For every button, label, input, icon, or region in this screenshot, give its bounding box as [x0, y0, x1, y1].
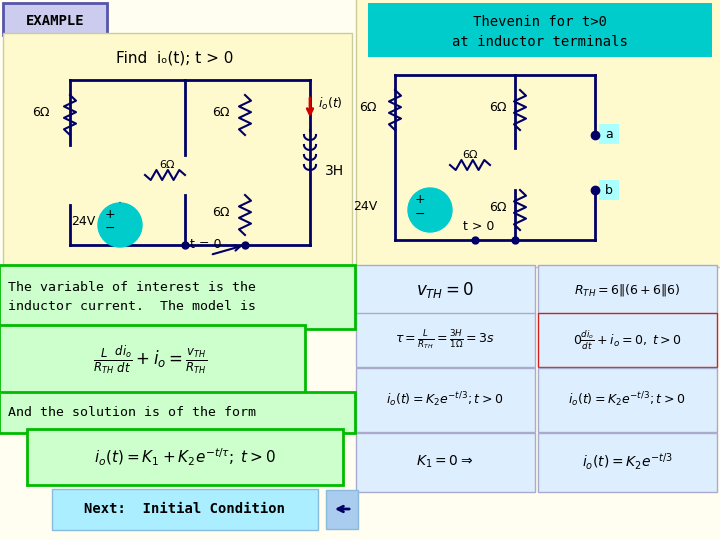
- Text: 24V: 24V: [71, 215, 95, 228]
- Text: −: −: [105, 222, 115, 235]
- Text: $i_o(t)=K_2 e^{-t/3}$: $i_o(t)=K_2 e^{-t/3}$: [582, 451, 672, 472]
- Text: $i_o(t)=K_2 e^{-t/3};t>0$: $i_o(t)=K_2 e^{-t/3};t>0$: [387, 390, 503, 409]
- Text: +: +: [105, 208, 116, 221]
- FancyBboxPatch shape: [538, 313, 717, 367]
- FancyBboxPatch shape: [356, 368, 535, 432]
- Text: 6Ω: 6Ω: [32, 106, 50, 119]
- FancyBboxPatch shape: [538, 368, 717, 432]
- FancyBboxPatch shape: [27, 429, 343, 485]
- FancyBboxPatch shape: [0, 325, 305, 396]
- FancyBboxPatch shape: [368, 3, 712, 57]
- Text: 6Ω: 6Ω: [490, 201, 507, 214]
- Text: −: −: [415, 208, 426, 221]
- Text: b: b: [605, 184, 613, 197]
- FancyBboxPatch shape: [52, 489, 318, 530]
- Text: a: a: [605, 127, 613, 140]
- Text: $0\frac{di_o}{dt}+i_o=0,\;t>0$: $0\frac{di_o}{dt}+i_o=0,\;t>0$: [573, 328, 681, 352]
- Text: And the solution is of the form: And the solution is of the form: [8, 407, 256, 420]
- Circle shape: [98, 203, 142, 247]
- Text: t = 0: t = 0: [190, 238, 222, 251]
- Text: t > 0: t > 0: [463, 220, 495, 233]
- Text: 6Ω: 6Ω: [462, 150, 478, 160]
- Text: 6Ω: 6Ω: [212, 206, 230, 219]
- FancyBboxPatch shape: [538, 433, 717, 492]
- FancyBboxPatch shape: [3, 33, 352, 267]
- FancyBboxPatch shape: [356, 265, 535, 314]
- Text: $v_{TH} = 0$: $v_{TH} = 0$: [416, 280, 474, 300]
- Circle shape: [408, 188, 452, 232]
- Text: 6Ω: 6Ω: [159, 160, 175, 170]
- FancyBboxPatch shape: [356, 313, 535, 367]
- FancyBboxPatch shape: [599, 180, 619, 200]
- Text: $\tau = \frac{L}{R_{TH}} = \frac{3H}{1\Omega} = 3s$: $\tau = \frac{L}{R_{TH}} = \frac{3H}{1\O…: [395, 328, 495, 352]
- Text: 6Ω: 6Ω: [212, 106, 230, 119]
- FancyBboxPatch shape: [356, 433, 535, 492]
- Text: 6Ω: 6Ω: [359, 101, 377, 114]
- Text: EXAMPLE: EXAMPLE: [26, 14, 84, 28]
- FancyBboxPatch shape: [538, 265, 717, 314]
- FancyBboxPatch shape: [0, 265, 355, 329]
- Text: $R_{TH} = 6\|(6+6\|6)$: $R_{TH} = 6\|(6+6\|6)$: [574, 282, 680, 298]
- Text: $i_o(t)=K_2 e^{-t/3};t>0$: $i_o(t)=K_2 e^{-t/3};t>0$: [568, 390, 685, 409]
- Text: Thevenin for t>0
at inductor terminals: Thevenin for t>0 at inductor terminals: [452, 15, 628, 49]
- FancyBboxPatch shape: [326, 490, 358, 529]
- Text: 3H: 3H: [325, 164, 344, 178]
- Text: Next:  Initial Condition: Next: Initial Condition: [84, 502, 286, 516]
- FancyBboxPatch shape: [356, 0, 720, 267]
- Text: $i_o(t)$: $i_o(t)$: [318, 96, 343, 112]
- FancyBboxPatch shape: [3, 3, 107, 35]
- Text: $i_o(t) = K_1 + K_2 e^{-t/\tau};\; t > 0$: $i_o(t) = K_1 + K_2 e^{-t/\tau};\; t > 0…: [94, 447, 276, 468]
- Text: $\frac{L}{R_{TH}}\frac{di_o}{dt} + i_o = \frac{v_{TH}}{R_{TH}}$: $\frac{L}{R_{TH}}\frac{di_o}{dt} + i_o =…: [93, 343, 207, 376]
- Text: 6Ω: 6Ω: [490, 101, 507, 114]
- Text: 24V: 24V: [353, 200, 377, 213]
- Text: +: +: [415, 193, 426, 206]
- Text: The variable of interest is the
inductor current.  The model is: The variable of interest is the inductor…: [8, 281, 256, 313]
- FancyBboxPatch shape: [0, 392, 355, 433]
- FancyBboxPatch shape: [599, 124, 619, 144]
- Text: Find  iₒ(t); t > 0: Find iₒ(t); t > 0: [117, 51, 234, 65]
- Text: $K_1=0\Rightarrow$: $K_1=0\Rightarrow$: [416, 454, 474, 470]
